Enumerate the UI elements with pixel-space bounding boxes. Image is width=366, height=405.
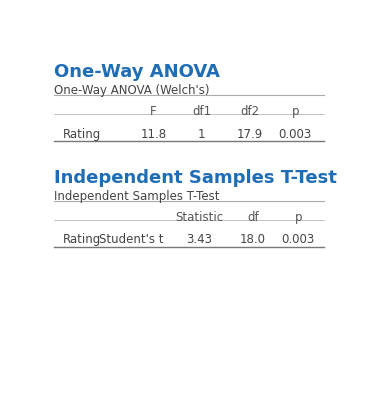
Text: Independent Samples T-Test: Independent Samples T-Test bbox=[54, 190, 220, 202]
Text: Rating: Rating bbox=[63, 232, 101, 245]
Text: Independent Samples T-Test: Independent Samples T-Test bbox=[54, 168, 337, 187]
Text: Rating: Rating bbox=[63, 127, 101, 140]
Text: 3.43: 3.43 bbox=[186, 232, 212, 245]
Text: df2: df2 bbox=[240, 105, 259, 118]
Text: p: p bbox=[292, 105, 299, 118]
Text: 11.8: 11.8 bbox=[141, 127, 167, 140]
Text: p: p bbox=[295, 210, 302, 223]
Text: One-Way ANOVA (Welch's): One-Way ANOVA (Welch's) bbox=[54, 83, 210, 96]
Text: Student's t: Student's t bbox=[98, 232, 163, 245]
Text: df1: df1 bbox=[192, 105, 211, 118]
Text: 1: 1 bbox=[198, 127, 205, 140]
Text: F: F bbox=[150, 105, 157, 118]
Text: 18.0: 18.0 bbox=[240, 232, 266, 245]
Text: df: df bbox=[247, 210, 259, 223]
Text: Statistic: Statistic bbox=[175, 210, 223, 223]
Text: 17.9: 17.9 bbox=[237, 127, 263, 140]
Text: One-Way ANOVA: One-Way ANOVA bbox=[54, 63, 220, 81]
Text: 0.003: 0.003 bbox=[279, 127, 312, 140]
Text: 0.003: 0.003 bbox=[281, 232, 315, 245]
